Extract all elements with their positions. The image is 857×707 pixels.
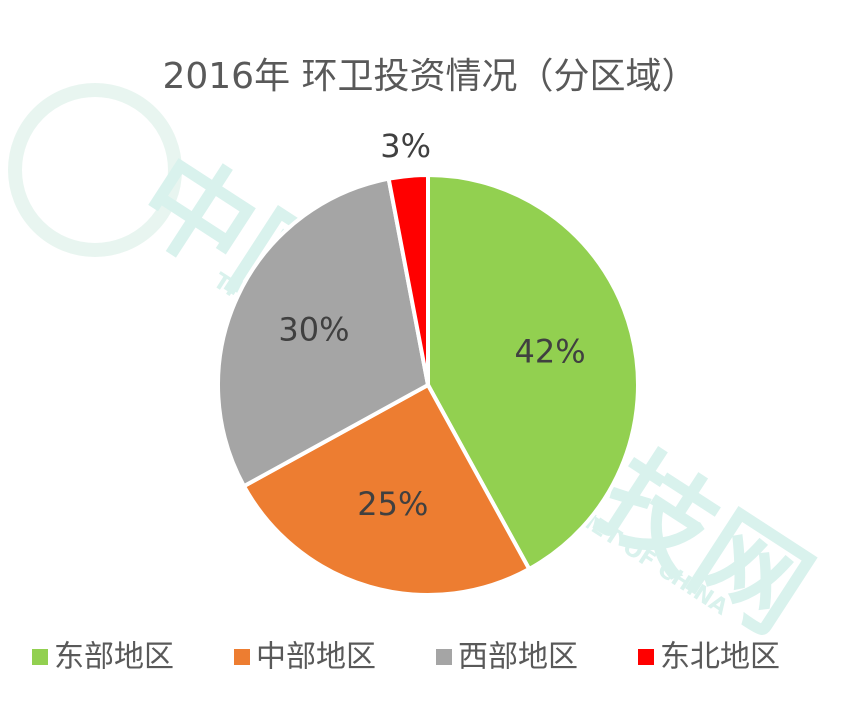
data-label: 3%: [380, 127, 431, 165]
data-label: 42%: [514, 333, 585, 371]
legend-label: 中部地区: [256, 640, 376, 675]
pie-slice: [216, 176, 431, 489]
legend-label: 东北地区: [660, 640, 780, 675]
data-label: 25%: [357, 485, 428, 523]
legend-swatch: [436, 649, 452, 665]
legend-swatch: [32, 649, 48, 665]
pie-slice: [386, 172, 430, 386]
watermark-logo: [8, 83, 182, 257]
legend-label: 东部地区: [54, 640, 174, 675]
pie-slice: [426, 172, 640, 572]
legend-label: 西部地区: [458, 640, 578, 675]
data-label: 30%: [278, 310, 349, 348]
chart-title: 2016年 环卫投资情况（分区域）: [162, 56, 697, 97]
pie-slice: [241, 382, 532, 597]
legend-swatch: [638, 649, 654, 665]
legend-swatch: [234, 649, 250, 665]
